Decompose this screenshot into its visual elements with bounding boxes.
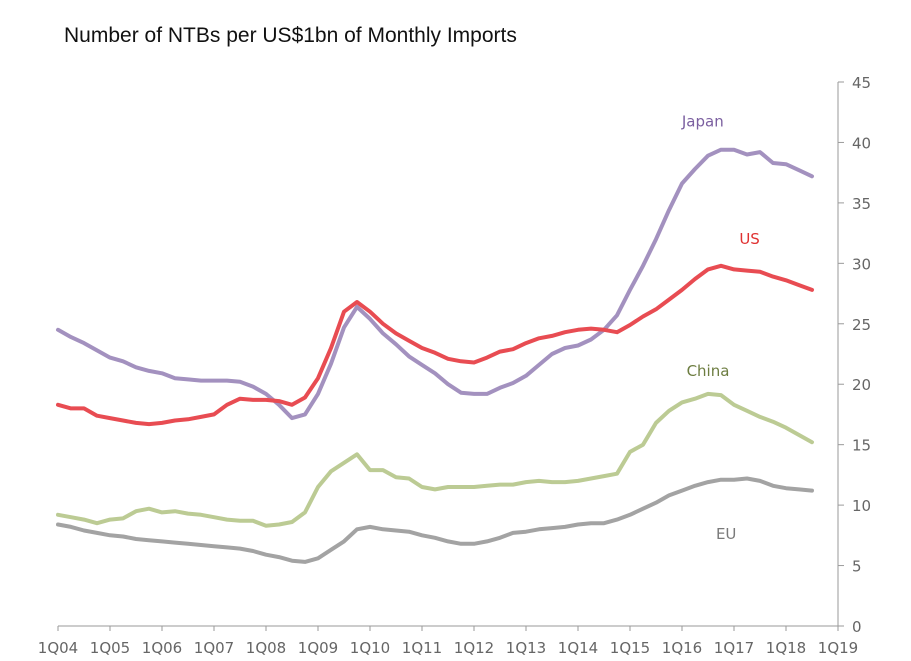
x-tick-label: 1Q17 [714, 639, 754, 657]
x-tick-label: 1Q12 [454, 639, 494, 657]
series-labels: Japan US China EU [681, 113, 760, 543]
series-line-eu [56, 476, 814, 564]
y-tick-label: 25 [852, 316, 871, 334]
y-tick-label: 5 [852, 558, 862, 576]
x-tick-label: 1Q18 [766, 639, 806, 657]
y-tick-label: 45 [852, 74, 871, 92]
y-tick-label: 30 [852, 255, 871, 273]
y-tick-label: 40 [852, 134, 871, 152]
y-tick-label: 20 [852, 376, 871, 394]
axes: 1Q04 1Q05 1Q06 1Q07 1Q08 1Q09 1Q10 1Q11 1Q12 1Q13… [38, 74, 871, 657]
y-tick-label: 0 [852, 618, 862, 636]
x-tick-label: 1Q19 [818, 639, 858, 657]
series-label-us: US [739, 230, 760, 248]
y-tick-label: 15 [852, 437, 871, 455]
series-line-us [56, 263, 814, 427]
chart-title: Number of NTBs per US$1bn of Monthly Imp… [64, 24, 517, 47]
x-tick-label: 1Q11 [402, 639, 442, 657]
x-tick-label: 1Q06 [142, 639, 182, 657]
x-tick-label: 1Q16 [662, 639, 702, 657]
series-line-japan [56, 147, 814, 421]
x-tick-label: 1Q13 [506, 639, 546, 657]
y-tick-label: 35 [852, 195, 871, 213]
x-tick-label: 1Q05 [90, 639, 130, 657]
series-label-eu: EU [716, 525, 736, 543]
y-tick-label: 10 [852, 497, 871, 515]
series-line-china [56, 391, 814, 528]
series-label-china: China [687, 362, 730, 380]
x-tick-label: 1Q04 [38, 639, 78, 657]
x-tick-label: 1Q08 [246, 639, 286, 657]
x-tick-label: 1Q09 [298, 639, 338, 657]
x-tick-label: 1Q07 [194, 639, 234, 657]
series-label-japan: Japan [681, 113, 724, 131]
x-tick-label: 1Q10 [350, 639, 390, 657]
x-tick-label: 1Q14 [558, 639, 598, 657]
x-tick-label: 1Q15 [610, 639, 650, 657]
series-lines [56, 147, 814, 564]
